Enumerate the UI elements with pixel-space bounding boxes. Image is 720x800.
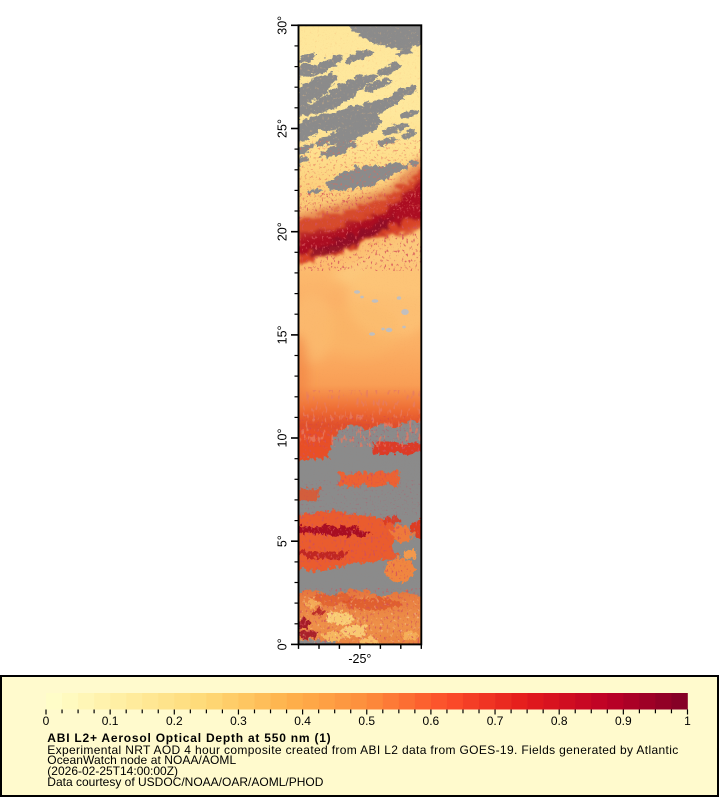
svg-text:-25°: -25° <box>348 652 371 666</box>
svg-text:15°: 15° <box>276 325 290 344</box>
svg-text:20°: 20° <box>276 222 290 241</box>
svg-text:0.5: 0.5 <box>358 714 375 728</box>
svg-text:0.4: 0.4 <box>294 714 311 728</box>
svg-text:0°: 0° <box>276 638 290 650</box>
svg-text:0.1: 0.1 <box>102 714 119 728</box>
svg-text:1: 1 <box>684 714 691 728</box>
svg-text:0: 0 <box>43 714 50 728</box>
svg-text:0.2: 0.2 <box>166 714 183 728</box>
svg-text:30°: 30° <box>276 16 290 35</box>
svg-text:0.6: 0.6 <box>423 714 440 728</box>
svg-text:25°: 25° <box>276 119 290 138</box>
svg-text:0.3: 0.3 <box>230 714 247 728</box>
svg-text:0.8: 0.8 <box>551 714 568 728</box>
svg-text:0.9: 0.9 <box>615 714 632 728</box>
svg-text:10°: 10° <box>276 429 290 448</box>
svg-text:0.7: 0.7 <box>487 714 504 728</box>
svg-text:5°: 5° <box>276 535 290 547</box>
